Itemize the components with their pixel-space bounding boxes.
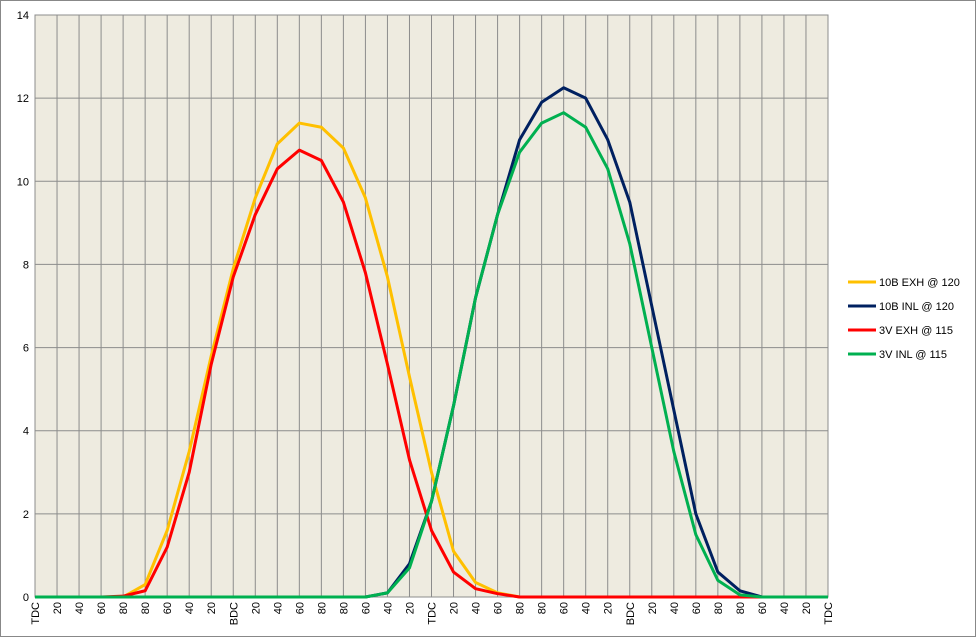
y-tick-label: 6 [23,343,29,355]
x-tick-label: 80 [316,602,328,614]
x-tick-label: 20 [404,602,416,614]
x-tick-label: 40 [669,602,681,614]
x-tick-label: 60 [294,602,306,614]
x-tick-label: 80 [735,602,747,614]
x-tick-label: 80 [118,602,130,614]
y-tick-label: 4 [23,426,29,438]
x-tick-label: 60 [559,602,571,614]
x-tick-label: 40 [581,602,593,614]
x-tick-label: 20 [250,602,262,614]
x-tick-label: TDC [30,602,42,625]
x-tick-label: 20 [603,602,615,614]
x-tick-label: 40 [74,602,86,614]
x-tick-label: 20 [206,602,218,614]
x-tick-label: 60 [96,602,108,614]
y-tick-label: 8 [23,259,29,271]
legend-label: 10B INL @ 120 [879,301,954,313]
x-tick-label: 20 [449,602,461,614]
legend-label: 10B EXH @ 120 [879,277,960,289]
y-tick-label: 12 [17,93,29,105]
x-tick-label: 40 [471,602,483,614]
legend-label: 3V EXH @ 115 [879,325,953,337]
y-tick-label: 0 [23,592,29,604]
x-tick-label: 20 [801,602,813,614]
x-tick-label: 40 [779,602,791,614]
y-tick-label: 10 [17,176,29,188]
x-tick-label: 40 [272,602,284,614]
y-tick-label: 2 [23,509,29,521]
x-tick-label: 40 [382,602,394,614]
series-line [35,111,828,599]
x-tick-label: 60 [360,602,372,614]
series-line [35,148,828,599]
x-tick-label: BDC [228,602,240,625]
x-tick-label: 60 [493,602,505,614]
x-tick-label: TDC [427,602,439,625]
x-tick-label: 60 [757,602,769,614]
x-tick-label: 80 [537,602,549,614]
x-tick-label: 60 [162,602,174,614]
x-tick-label: BDC [625,602,637,625]
x-tick-label: 20 [647,602,659,614]
legend-label: 3V INL @ 115 [879,349,947,361]
x-tick-label: 20 [52,602,64,614]
x-tick-label: 80 [515,602,527,614]
x-tick-label: TDC [823,602,835,625]
y-tick-label: 14 [17,10,29,22]
x-tick-label: 80 [140,602,152,614]
x-tick-label: 60 [691,602,703,614]
x-tick-label: 40 [184,602,196,614]
x-tick-label: 80 [338,602,350,614]
x-tick-label: 80 [713,602,725,614]
